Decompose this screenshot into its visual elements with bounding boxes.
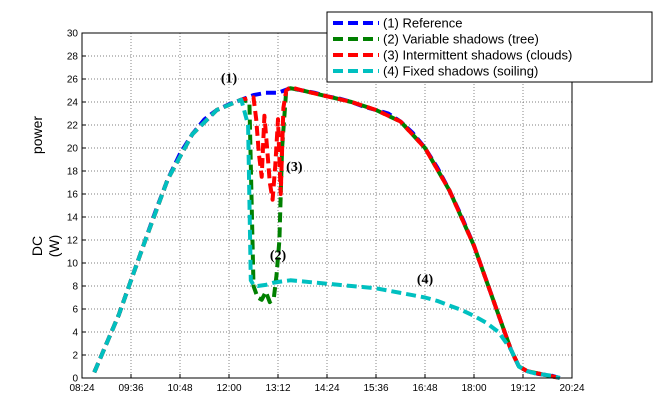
legend-label-3: (3) Intermittent shadows (clouds) [383, 48, 572, 63]
annotation-label: (4) [417, 273, 434, 288]
y-tick-label: 22 [67, 121, 79, 132]
y-axis-label-dc: DC [29, 236, 45, 256]
x-tick-label: 16:48 [412, 383, 437, 394]
y-tick-label: 2 [72, 351, 78, 362]
y-tick-label: 24 [67, 98, 79, 109]
y-tick-label: 18 [67, 167, 79, 178]
x-tick-label: 12:00 [216, 383, 241, 394]
legend-label-4: (4) Fixed shadows (soiling) [383, 64, 538, 79]
x-tick-label: 14:24 [314, 383, 339, 394]
y-tick-label: 20 [67, 144, 79, 155]
y-tick-label: 6 [72, 305, 78, 316]
y-tick-label: 10 [67, 259, 79, 270]
y-axis-label: power DC (W) [29, 116, 62, 258]
x-tick-label: 19:12 [510, 383, 535, 394]
series-group [92, 85, 561, 380]
annotation-label: (3) [286, 160, 303, 175]
legend: (1) Reference(2) Variable shadows (tree)… [326, 11, 653, 83]
y-tick-label: 0 [72, 374, 78, 385]
x-tick-label: 13:12 [265, 383, 290, 394]
y-tick-label: 16 [67, 190, 79, 201]
series-line-3 [92, 85, 561, 380]
series-line-4 [92, 97, 561, 380]
x-tick-label: 08:24 [69, 383, 94, 394]
y-axis-label-power: power [29, 116, 45, 154]
annotations: (1) (3) (2) (4) [221, 71, 434, 287]
x-tick-label: 20:24 [559, 383, 584, 394]
y-tick-label: 4 [72, 328, 78, 339]
y-tick-label: 26 [67, 75, 79, 86]
legend-box [326, 11, 653, 83]
legend-label-2: (2) Variable shadows (tree) [383, 32, 539, 47]
y-tick-label: 14 [67, 213, 79, 224]
legend-label-1: (1) Reference [383, 16, 462, 31]
annotation-label: (1) [221, 71, 238, 86]
y-tick-label: 30 [67, 29, 79, 40]
x-tick-label: 18:00 [461, 383, 486, 394]
x-tick-label: 09:36 [118, 383, 143, 394]
y-tick-label: 8 [72, 282, 78, 293]
x-axis-ticks: 08:24 09:36 10:48 12:00 13:12 14:24 15:36 16:48… [69, 374, 585, 394]
y-tick-label: 12 [67, 236, 79, 247]
x-tick-label: 10:48 [167, 383, 192, 394]
y-axis-label-unit: (W) [46, 235, 62, 258]
x-tick-label: 15:36 [363, 383, 388, 394]
annotation-label: (2) [270, 249, 287, 264]
y-tick-label: 28 [67, 52, 79, 63]
